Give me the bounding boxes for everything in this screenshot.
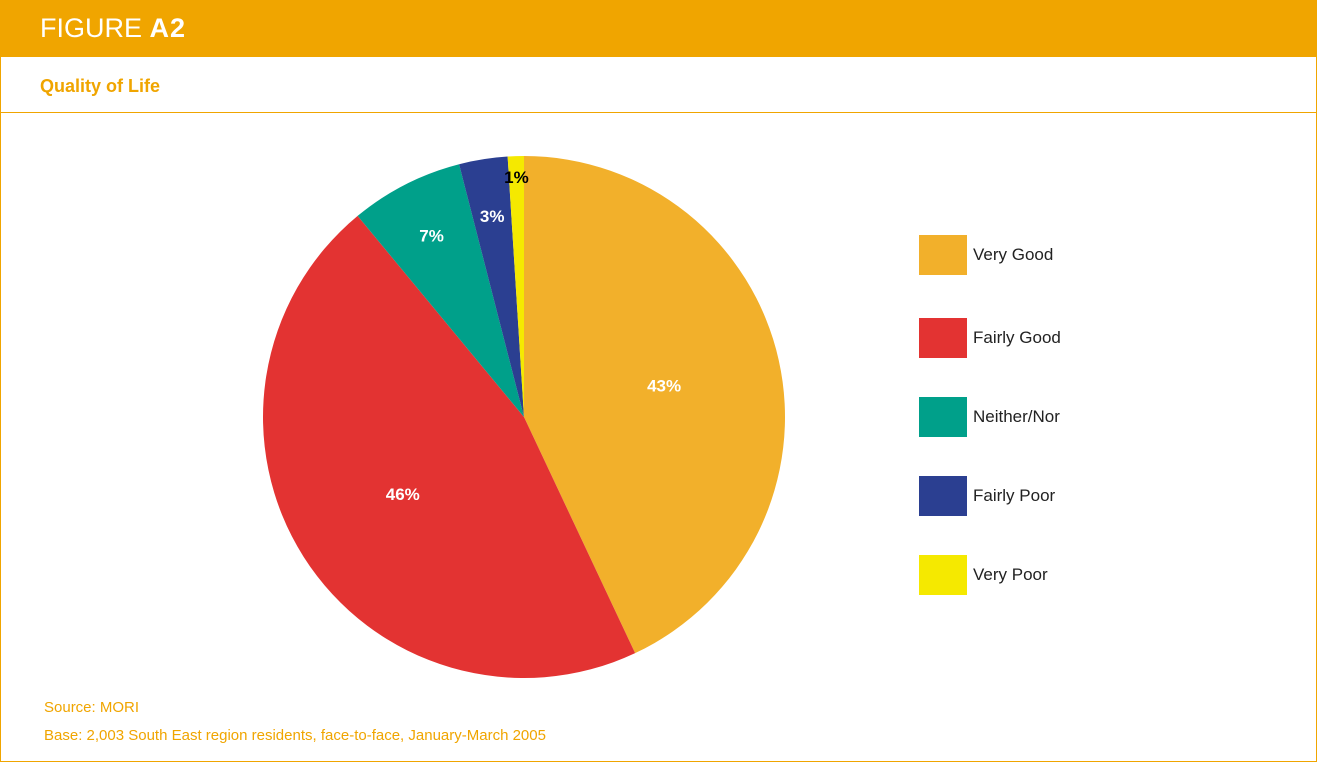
legend-swatch: [919, 397, 967, 437]
pie-label-neither-nor: 7%: [419, 227, 444, 246]
legend-item-very-good: Very Good: [919, 235, 1219, 275]
legend-item-very-poor: Very Poor: [919, 555, 1219, 595]
source-note: Source: MORI: [44, 699, 140, 716]
legend-label: Very Poor: [973, 565, 1048, 584]
legend-swatch: [919, 476, 967, 516]
legend-label: Neither/Nor: [973, 407, 1060, 426]
pie-slice-fairly-good: [262, 215, 636, 679]
legend-swatch: [919, 318, 967, 358]
pie-label-very-good: 43%: [647, 377, 681, 396]
figure-title: FIGURE A2: [40, 12, 186, 44]
legend-label: Fairly Poor: [973, 486, 1056, 505]
pie-label-fairly-poor: 3%: [480, 207, 505, 226]
legend-swatch: [919, 235, 967, 275]
figure-prefix: FIGURE: [40, 13, 143, 43]
pie-label-fairly-good: 46%: [386, 485, 420, 504]
legend-swatch: [919, 555, 967, 595]
legend-label: Very Good: [973, 245, 1054, 264]
legend-item-neither-nor: Neither/Nor: [919, 397, 1219, 437]
pie-slice-very-good: [524, 156, 785, 654]
chart-subtitle: Quality of Life: [40, 76, 161, 96]
pie-slice-neither-nor: [357, 164, 524, 417]
subtitle-row: Quality of Life: [1, 57, 1316, 113]
legend-item-fairly-poor: Fairly Poor: [919, 476, 1219, 516]
figure-number: A2: [149, 13, 187, 43]
base-note: Base: 2,003 South East region residents,…: [44, 727, 546, 744]
figure-header: FIGURE A2: [1, 1, 1316, 57]
legend-label: Fairly Good: [973, 328, 1061, 347]
legend-item-fairly-good: Fairly Good: [919, 318, 1219, 358]
pie-slice-fairly-poor: [459, 156, 524, 418]
pie-slice-very-poor: [507, 156, 524, 417]
pie-label-very-poor: 1%: [504, 168, 529, 187]
